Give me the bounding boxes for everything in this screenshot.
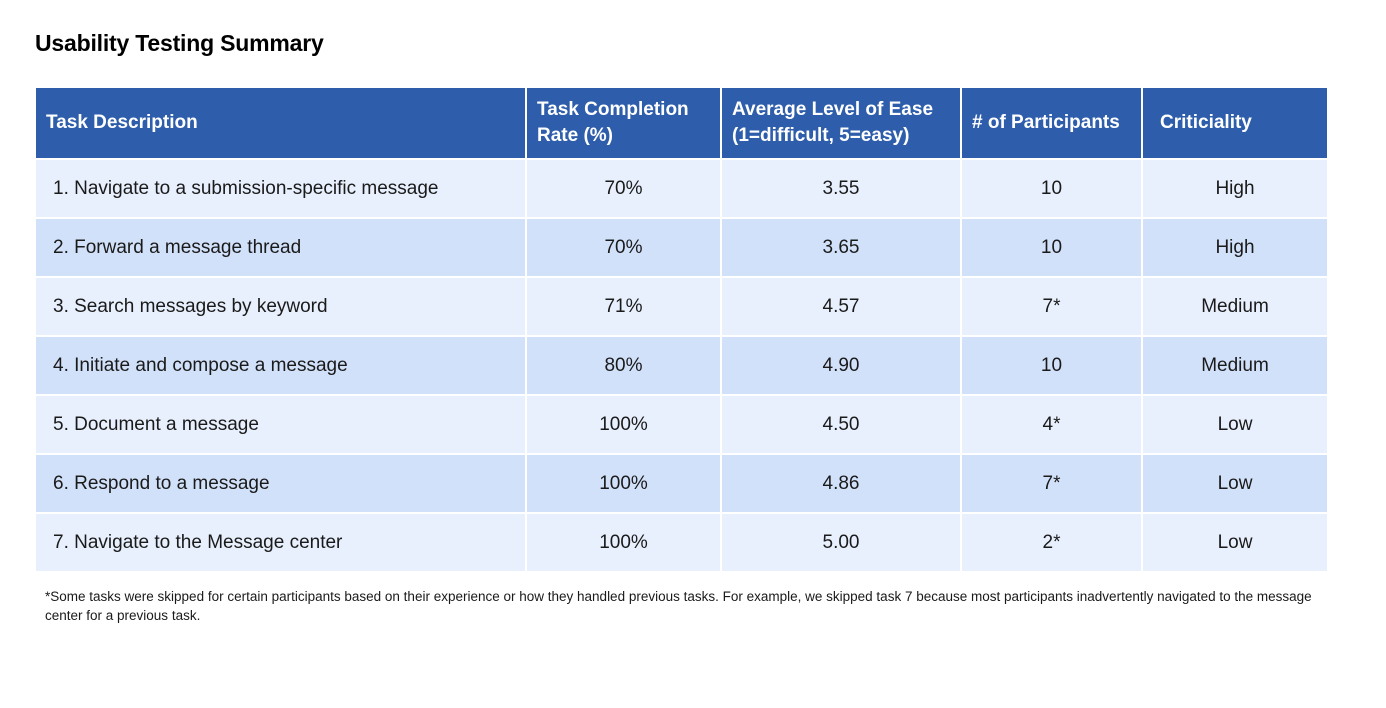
cell-ease: 4.50 [720,394,962,455]
cell-criticality: Low [1141,512,1329,573]
header-participants: # of Participants [960,86,1143,160]
cell-task: 1. Navigate to a submission-specific mes… [34,158,527,219]
cell-criticality: Medium [1141,335,1329,396]
cell-task: 3. Search messages by keyword [34,276,527,337]
cell-participants: 10 [960,217,1143,278]
table-row: 5. Document a message 100% 4.50 4* Low [34,394,1329,455]
cell-ease: 5.00 [720,512,962,573]
cell-completion: 70% [525,217,722,278]
usability-summary-table: Task Description Task Completion Rate (%… [34,86,1329,573]
header-label: Criticiality [1160,112,1252,133]
header-average-ease: Average Level of Ease (1=difficult, 5=ea… [720,86,962,160]
cell-completion: 80% [525,335,722,396]
cell-participants: 7* [960,453,1143,514]
cell-participants: 10 [960,335,1143,396]
cell-participants: 10 [960,158,1143,219]
cell-ease: 4.90 [720,335,962,396]
cell-ease: 4.57 [720,276,962,337]
cell-completion: 71% [525,276,722,337]
table-row: 6. Respond to a message 100% 4.86 7* Low [34,453,1329,514]
cell-ease: 4.86 [720,453,962,514]
cell-criticality: High [1141,217,1329,278]
cell-ease: 3.65 [720,217,962,278]
table-header-row: Task Description Task Completion Rate (%… [34,86,1329,160]
cell-criticality: Low [1141,453,1329,514]
cell-ease: 3.55 [720,158,962,219]
cell-participants: 4* [960,394,1143,455]
table-row: 4. Initiate and compose a message 80% 4.… [34,335,1329,396]
cell-task: 6. Respond to a message [34,453,527,514]
table-row: 3. Search messages by keyword 71% 4.57 7… [34,276,1329,337]
cell-completion: 100% [525,512,722,573]
cell-completion: 100% [525,453,722,514]
header-task-completion: Task Completion Rate (%) [525,86,722,160]
cell-task: 4. Initiate and compose a message [34,335,527,396]
table-row: 1. Navigate to a submission-specific mes… [34,158,1329,219]
cell-task: 7. Navigate to the Message center [34,512,527,573]
cell-completion: 100% [525,394,722,455]
cell-task: 2. Forward a message thread [34,217,527,278]
footnote: *Some tasks were skipped for certain par… [45,589,1312,623]
header-label-sub: (1=difficult, 5=easy) [732,125,910,146]
cell-criticality: Medium [1141,276,1329,337]
cell-criticality: High [1141,158,1329,219]
cell-criticality: Low [1141,394,1329,455]
header-label-sub: Rate (%) [537,125,614,146]
header-criticality: Criticiality [1141,86,1329,160]
cell-participants: 2* [960,512,1143,573]
cell-completion: 70% [525,158,722,219]
header-label: # of Participants [972,112,1120,133]
table-row: 2. Forward a message thread 70% 3.65 10 … [34,217,1329,278]
header-label: Average Level of Ease [732,99,934,120]
header-label: Task Description [46,112,198,133]
header-label: Task Completion [537,99,689,120]
table-row: 7. Navigate to the Message center 100% 5… [34,512,1329,573]
page-title: Usability Testing Summary [35,30,324,56]
header-task-description: Task Description [34,86,527,160]
cell-task: 5. Document a message [34,394,527,455]
cell-participants: 7* [960,276,1143,337]
